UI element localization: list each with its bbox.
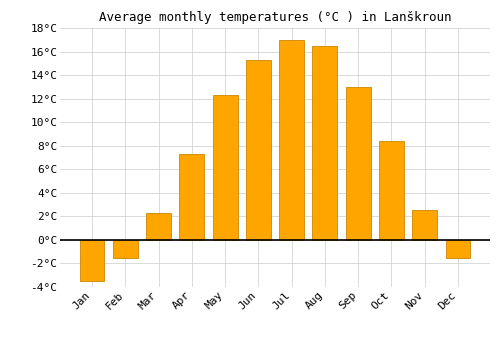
Bar xyxy=(446,240,470,258)
Bar xyxy=(312,46,338,240)
Bar xyxy=(346,87,370,240)
Bar xyxy=(279,40,304,240)
Bar xyxy=(180,154,204,240)
Bar xyxy=(379,141,404,240)
Title: Average monthly temperatures (°C ) in Lanškroun: Average monthly temperatures (°C ) in La… xyxy=(99,11,451,24)
Bar xyxy=(212,95,238,240)
Bar xyxy=(246,60,271,240)
Bar xyxy=(80,240,104,281)
Bar xyxy=(113,240,138,258)
Bar xyxy=(412,210,437,240)
Bar xyxy=(146,213,171,240)
